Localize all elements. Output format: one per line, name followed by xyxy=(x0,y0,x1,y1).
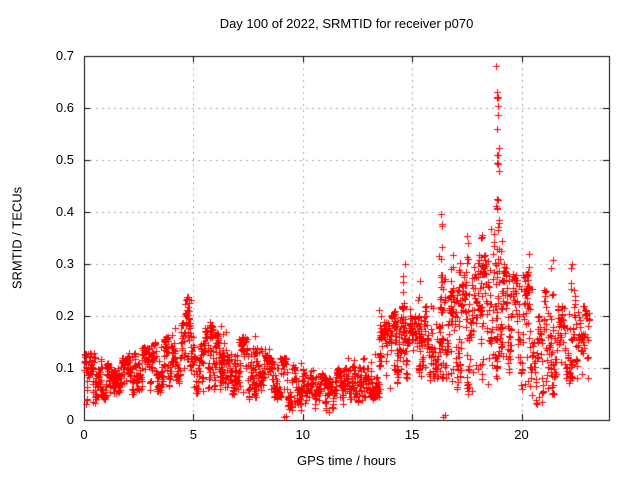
y-tick-label: 0.1 xyxy=(55,360,74,375)
x-axis-label: GPS time / hours xyxy=(297,453,396,468)
y-tick-label: 0 xyxy=(66,412,74,427)
y-tick-label: 0.6 xyxy=(55,100,74,115)
x-tick-label: 5 xyxy=(189,427,197,442)
x-tick-label: 20 xyxy=(514,427,529,442)
y-tick-label: 0.4 xyxy=(55,204,74,219)
x-tick-label: 10 xyxy=(295,427,310,442)
y-tick-label: 0.5 xyxy=(55,152,74,167)
y-axis-label: SRMTID / TECUs xyxy=(9,186,25,290)
x-tick-label: 0 xyxy=(80,427,88,442)
y-tick-label: 0.3 xyxy=(55,256,74,271)
chart-title: Day 100 of 2022, SRMTID for receiver p07… xyxy=(219,16,474,31)
y-tick-label: 0.7 xyxy=(55,48,74,63)
y-tick-label: 0.2 xyxy=(55,308,74,323)
x-tick-label: 15 xyxy=(404,427,420,442)
